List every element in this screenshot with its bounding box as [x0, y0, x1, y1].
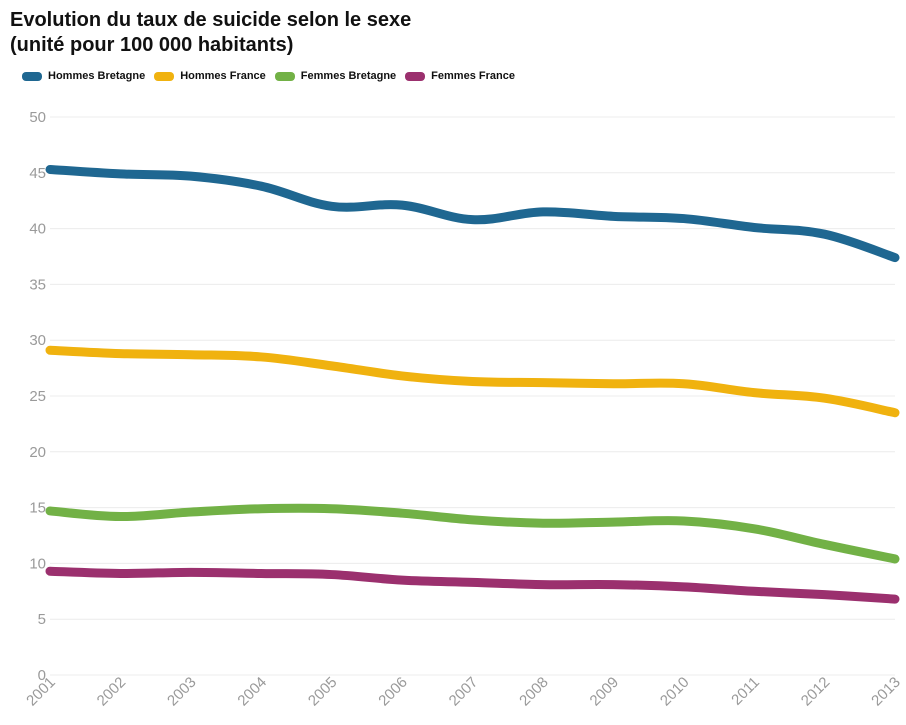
data-point[interactable]	[753, 392, 755, 394]
data-point[interactable]	[824, 543, 826, 545]
data-point[interactable]	[190, 571, 192, 573]
x-tick-label: 2012	[798, 674, 834, 710]
data-point[interactable]	[542, 211, 544, 213]
chart-title: Evolution du taux de suicide selon le se…	[10, 8, 411, 58]
data-point[interactable]	[683, 520, 685, 522]
data-point[interactable]	[119, 572, 121, 574]
data-point[interactable]	[46, 165, 54, 173]
y-tick-label: 10	[29, 555, 46, 572]
y-tick-label: 40	[29, 221, 46, 238]
legend-label: Femmes Bretagne	[300, 70, 397, 82]
data-point[interactable]	[472, 519, 473, 521]
data-point[interactable]	[331, 205, 333, 207]
x-tick-label: 2006	[375, 674, 411, 710]
data-point[interactable]	[753, 528, 755, 530]
legend-swatch	[274, 71, 295, 81]
data-point[interactable]	[891, 595, 899, 603]
legend-item-hommes-france[interactable]: Hommes France	[154, 70, 266, 82]
data-point[interactable]	[753, 226, 755, 228]
data-point[interactable]	[401, 579, 403, 581]
data-point[interactable]	[612, 584, 614, 586]
x-tick-label: 2007	[446, 674, 482, 710]
chart-title-line-2: (unité pour 100 000 habitants)	[10, 34, 294, 56]
x-tick-label: 2001	[23, 674, 59, 710]
data-point[interactable]	[119, 353, 121, 355]
data-point[interactable]	[401, 512, 403, 514]
data-point[interactable]	[331, 365, 333, 367]
y-tick-label: 50	[29, 109, 46, 126]
data-point[interactable]	[683, 218, 685, 220]
x-tick-label: 2009	[587, 674, 623, 710]
data-point[interactable]	[891, 254, 899, 262]
data-point[interactable]	[46, 346, 54, 354]
data-point[interactable]	[472, 219, 473, 221]
x-tick-label: 2011	[728, 674, 763, 709]
data-point[interactable]	[612, 521, 614, 523]
y-tick-label: 15	[29, 500, 46, 517]
legend: Hommes Bretagne Hommes France Femmes Bre…	[22, 70, 524, 82]
x-tick-label: 2013	[868, 674, 904, 710]
data-point[interactable]	[46, 567, 54, 575]
series-line-hommes-bretagne[interactable]	[45, 164, 900, 263]
data-point[interactable]	[260, 356, 262, 358]
data-point[interactable]	[824, 397, 826, 399]
data-point[interactable]	[401, 375, 403, 377]
x-tick-label: 2008	[516, 674, 552, 710]
y-tick-label: 30	[29, 332, 46, 349]
y-tick-label: 35	[29, 276, 46, 293]
data-point[interactable]	[542, 584, 544, 586]
data-point[interactable]	[190, 511, 192, 513]
legend-swatch	[22, 71, 42, 81]
y-tick-label: 5	[38, 611, 46, 628]
data-point[interactable]	[260, 572, 262, 574]
legend-label: Hommes France	[180, 70, 266, 82]
y-tick-label: 20	[29, 444, 46, 461]
x-tick-label: 2002	[94, 674, 130, 710]
data-point[interactable]	[683, 383, 685, 385]
data-point[interactable]	[824, 594, 826, 596]
legend-item-femmes-bretagne[interactable]: Femmes Bretagne	[274, 70, 397, 82]
x-tick-label: 2003	[164, 674, 200, 710]
data-point[interactable]	[891, 555, 899, 563]
legend-swatch	[154, 71, 175, 81]
data-point[interactable]	[891, 409, 899, 417]
data-point[interactable]	[46, 507, 54, 515]
data-point[interactable]	[542, 382, 544, 384]
data-point[interactable]	[753, 590, 755, 592]
data-point[interactable]	[190, 175, 192, 177]
y-tick-label: 25	[29, 388, 46, 405]
data-point[interactable]	[401, 204, 403, 206]
data-point[interactable]	[119, 516, 121, 518]
legend-label: Hommes Bretagne	[48, 70, 146, 82]
legend-label: Femmes France	[431, 70, 515, 82]
legend-item-femmes-france[interactable]: Femmes France	[405, 70, 515, 82]
legend-item-hommes-bretagne[interactable]: Hommes Bretagne	[22, 70, 145, 82]
data-point[interactable]	[119, 173, 121, 175]
data-point[interactable]	[683, 586, 685, 588]
data-point[interactable]	[612, 215, 614, 217]
data-point[interactable]	[824, 233, 826, 235]
x-tick-label: 2010	[657, 674, 693, 710]
data-point[interactable]	[542, 522, 544, 524]
chart-title-line-1: Evolution du taux de suicide selon le se…	[10, 9, 412, 31]
data-point[interactable]	[472, 380, 473, 382]
data-point[interactable]	[612, 383, 614, 385]
data-point[interactable]	[260, 185, 262, 187]
data-point[interactable]	[260, 508, 262, 510]
legend-swatch	[405, 71, 426, 81]
data-point[interactable]	[331, 508, 333, 510]
data-point[interactable]	[190, 354, 192, 356]
series-line-femmes-bretagne[interactable]	[45, 503, 900, 564]
y-tick-label: 45	[29, 165, 46, 182]
data-point[interactable]	[472, 581, 473, 583]
y-tick-label: 0	[38, 667, 46, 684]
series-line-femmes-france[interactable]	[45, 566, 900, 604]
data-point[interactable]	[331, 574, 333, 576]
x-tick-label: 2005	[305, 674, 341, 710]
x-tick-label: 2004	[234, 674, 270, 710]
